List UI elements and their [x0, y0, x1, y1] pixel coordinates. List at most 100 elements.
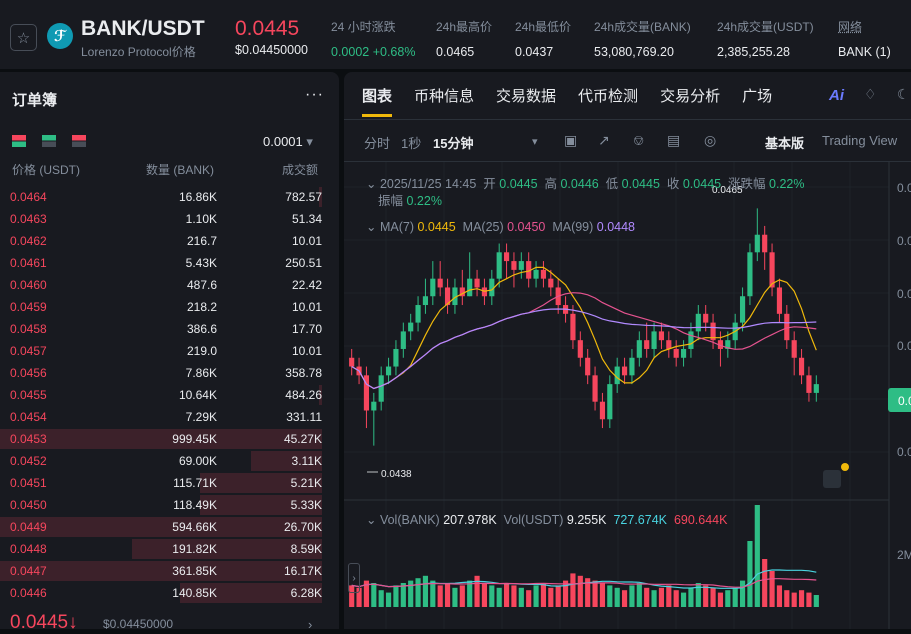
- ask-total: 3.11K: [291, 454, 322, 468]
- order-book-panel: 订单簿 ··· 0.0001 ▾ 价格 (USDT) 数量 (BANK) 成交额…: [0, 72, 339, 633]
- order-book-row[interactable]: 0.0459 218.2 10.01: [0, 296, 339, 318]
- candlestick-chart[interactable]: 0.0 0.0465 0.0438 0.0 0.0 0.0 0.0 0.0 2M…: [344, 72, 911, 629]
- order-book-row[interactable]: 0.0458 386.6 17.70: [0, 318, 339, 340]
- order-book-row[interactable]: 0.0450 118.49K 5.33K: [0, 494, 339, 516]
- coin-price-link[interactable]: Lorenzo Protocol价格: [81, 45, 196, 59]
- candle: [474, 278, 480, 288]
- candle: [422, 296, 429, 306]
- candle: [636, 340, 642, 358]
- volume-bar: [562, 580, 569, 607]
- candle: [776, 287, 783, 314]
- draw-line-icon[interactable]: ↗: [598, 132, 610, 148]
- ask-total: 484.26: [285, 388, 322, 402]
- volume-bar: [437, 585, 443, 607]
- ask-total: 26.70K: [283, 520, 322, 534]
- time-axis-label: 06:00: [485, 627, 515, 629]
- volume-bar: [784, 590, 790, 607]
- indicator-icon[interactable]: ⎊: [633, 132, 645, 148]
- order-book-row[interactable]: 0.0451 115.71K 5.21K: [0, 472, 339, 494]
- depth-bar: [0, 429, 322, 449]
- chevron-right-icon[interactable]: ›: [308, 617, 313, 632]
- tab-trade-analysis[interactable]: 交易分析: [660, 88, 721, 105]
- last-price-usd: $0.04450000: [235, 43, 308, 57]
- order-book-row[interactable]: 0.0455 10.64K 484.26: [0, 384, 339, 406]
- ai-assistant-icon: [823, 470, 841, 488]
- candle: [607, 384, 613, 420]
- tradingview-button[interactable]: Trading View: [822, 133, 898, 148]
- tab-chart[interactable]: 图表: [362, 88, 393, 105]
- tab-trading-data[interactable]: 交易数据: [496, 88, 557, 105]
- ask-total: 331.11: [286, 410, 322, 424]
- layout-icon[interactable]: ▤: [667, 132, 681, 148]
- more-options-icon[interactable]: ···: [305, 86, 324, 103]
- ask-total: 5.33K: [290, 498, 322, 512]
- order-book-row[interactable]: 0.0452 69.00K 3.11K: [0, 450, 339, 472]
- volume-bar: [658, 587, 665, 607]
- settings-icon[interactable]: ◎: [704, 132, 717, 148]
- order-book-row[interactable]: 0.0462 216.7 10.01: [0, 230, 339, 252]
- ask-price: 0.0463: [10, 212, 47, 226]
- symbol-title[interactable]: BANK/USDT: [81, 17, 205, 40]
- order-book-row[interactable]: 0.0457 219.0 10.01: [0, 340, 339, 362]
- ai-icon[interactable]: Ai: [829, 87, 844, 104]
- order-book-row[interactable]: 0.0449 594.66K 26.70K: [0, 516, 339, 538]
- volume-bar: [607, 585, 613, 607]
- volume-bar: [385, 592, 392, 607]
- favorite-star-icon[interactable]: ☆: [10, 24, 37, 51]
- ask-price: 0.0450: [10, 498, 47, 512]
- order-book-row[interactable]: 0.0464 16.86K 782.57: [0, 186, 339, 208]
- volume-bar: [651, 590, 657, 607]
- tab-token-check[interactable]: 代币检测: [578, 88, 639, 105]
- candle: [703, 313, 709, 323]
- bell-icon[interactable]: ♢: [864, 86, 877, 102]
- volume-bar: [806, 592, 812, 607]
- time-mode-line[interactable]: 分时: [364, 136, 391, 151]
- candle: [437, 278, 443, 288]
- interval-1s[interactable]: 1秒: [401, 136, 422, 151]
- stat-24h-high: 24h最高价 0.0465: [436, 20, 493, 59]
- ask-qty: 361.85K: [172, 564, 217, 578]
- order-book-row[interactable]: 0.0456 7.86K 358.78: [0, 362, 339, 384]
- ask-qty: 10.64K: [178, 388, 217, 402]
- tab-coin-info[interactable]: 币种信息: [414, 88, 475, 105]
- view-bids-icon[interactable]: [42, 135, 56, 147]
- divider: [344, 119, 911, 120]
- candle: [599, 401, 606, 420]
- volume-bar: [489, 585, 495, 607]
- stat-24h-change: 24 小时涨跌 0.0002 +0.68%: [331, 20, 416, 59]
- candle: [459, 287, 465, 297]
- order-book-row[interactable]: 0.0447 361.85K 16.17K: [0, 560, 339, 582]
- basic-view-button[interactable]: 基本版: [765, 136, 805, 151]
- view-asks-icon[interactable]: [72, 135, 86, 147]
- interval-15m[interactable]: 15分钟: [433, 136, 474, 151]
- calendar-icon[interactable]: ▣: [564, 132, 578, 148]
- order-book-row[interactable]: 0.0446 140.85K 6.28K: [0, 582, 339, 604]
- ask-qty: 218.2: [186, 300, 217, 314]
- order-book-row[interactable]: 0.0454 7.29K 331.11: [0, 406, 339, 428]
- tab-square[interactable]: 广场: [742, 88, 773, 105]
- ask-price: 0.0460: [10, 278, 47, 292]
- ask-total: 10.01: [291, 234, 322, 248]
- order-book-row[interactable]: 0.0448 191.82K 8.59K: [0, 538, 339, 560]
- order-book-row[interactable]: 0.0463 1.10K 51.34: [0, 208, 339, 230]
- candle: [526, 261, 532, 279]
- candle: [577, 340, 583, 358]
- order-book-row[interactable]: 0.0461 5.43K 250.51: [0, 252, 339, 274]
- volume-bar: [371, 583, 377, 607]
- stat-network[interactable]: 网络 BANK (1): [838, 20, 891, 59]
- candle: [511, 261, 517, 270]
- volume-bar: [813, 595, 819, 607]
- candle: [725, 340, 731, 349]
- volume-bar: [363, 580, 370, 607]
- theme-icon[interactable]: ☾: [897, 86, 910, 102]
- order-book-row[interactable]: 0.0453 999.45K 45.27K: [0, 428, 339, 450]
- order-book-row[interactable]: 0.0460 487.6 22.42: [0, 274, 339, 296]
- time-axis-label: 09:00: [543, 627, 573, 629]
- expand-chevron-icon[interactable]: ›: [348, 563, 360, 593]
- candle: [651, 331, 657, 349]
- view-both-icon[interactable]: [12, 135, 26, 147]
- tick-size-select[interactable]: 0.0001 ▾: [263, 134, 313, 149]
- interval-dropdown-icon[interactable]: ▾: [532, 136, 538, 148]
- depth-bar: [180, 583, 322, 603]
- candle: [415, 305, 421, 323]
